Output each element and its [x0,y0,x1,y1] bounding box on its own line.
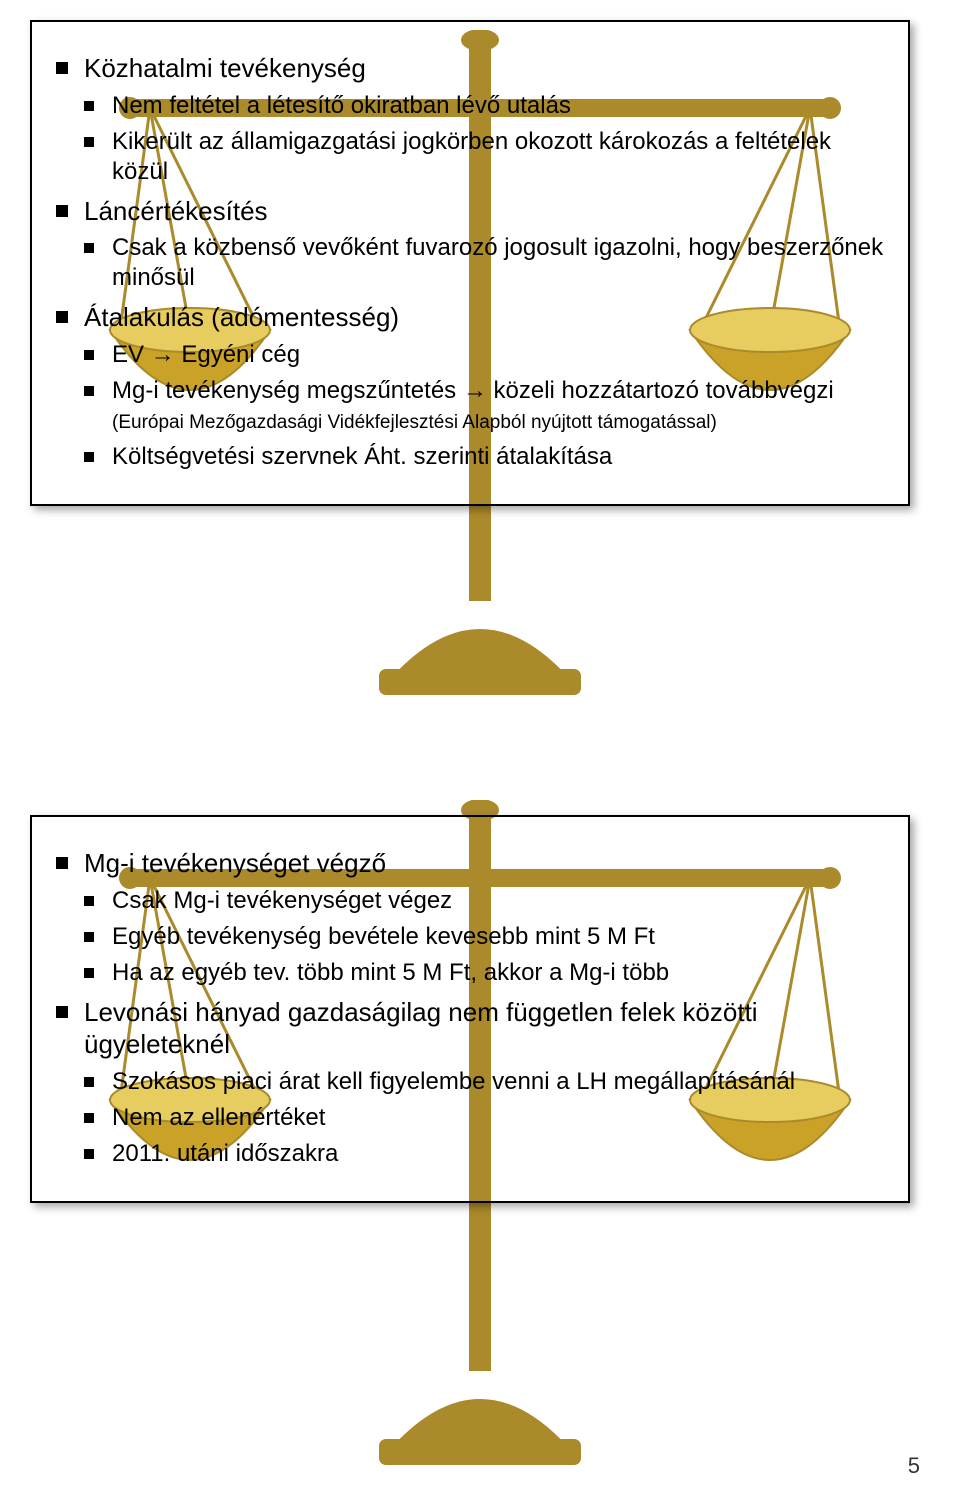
list-item: Egyéb tevékenység bevétele kevesebb mint… [84,922,884,952]
item-text: Láncértékesítés [84,196,268,226]
slide-card-2: Mg-i tevékenységet végző Csak Mg-i tevék… [30,815,910,1203]
list-item: Csak a közbenső vevőként fuvarozó jogosu… [84,233,884,293]
item-text: Nem az ellenértéket [112,1104,325,1131]
item-text: Átalakulás (adómentesség) [84,302,399,332]
item-text: Szokásos piaci árat kell figyelembe venn… [112,1068,795,1095]
item-text: Egyéb tevékenység bevétele kevesebb mint… [112,923,655,950]
item-text: Csak a közbenső vevőként fuvarozó jogosu… [112,234,883,291]
list-item: Mg-i tevékenységet végző Csak Mg-i tevék… [56,847,884,988]
list-item: Mg-i tevékenység megszűntetés → közeli h… [84,376,884,436]
list-item: Közhatalmi tevékenység Nem feltétel a lé… [56,52,884,187]
list-item: Levonási hányad gazdaságilag nem függetl… [56,996,884,1169]
item-text: Mg-i tevékenység megszűntetés → közeli h… [112,377,834,404]
page-number: 5 [908,1453,920,1479]
list-item: Átalakulás (adómentesség) EV → Egyéni cé… [56,301,884,472]
slide2-list: Mg-i tevékenységet végző Csak Mg-i tevék… [56,847,884,1169]
item-text: Csak Mg-i tevékenységet végez [112,887,452,914]
list-item: Ha az egyéb tev. több mint 5 M Ft, akkor… [84,958,884,988]
list-item: Nem feltétel a létesítő okiratban lévő u… [84,91,884,121]
item-text: Költségvetési szervnek Áht. szerinti áta… [112,443,612,470]
list-item: 2011. utáni időszakra [84,1139,884,1169]
list-item: Nem az ellenértéket [84,1103,884,1133]
page: Közhatalmi tevékenység Nem feltétel a lé… [0,0,960,1501]
list-item: Szokásos piaci árat kell figyelembe venn… [84,1067,884,1097]
item-text: Levonási hányad gazdaságilag nem függetl… [84,997,758,1060]
slide-card-1: Közhatalmi tevékenység Nem feltétel a lé… [30,20,910,506]
item-text: Mg-i tevékenységet végző [84,848,386,878]
list-item: Költségvetési szervnek Áht. szerinti áta… [84,442,884,472]
list-item: Láncértékesítés Csak a közbenső vevőként… [56,195,884,294]
list-item: Kikerült az államigazgatási jogkörben ok… [84,127,884,187]
item-text: 2011. utáni időszakra [112,1140,338,1167]
item-text: Nem feltétel a létesítő okiratban lévő u… [112,92,571,119]
item-text: Ha az egyéb tev. több mint 5 M Ft, akkor… [112,959,669,986]
item-text: EV → Egyéni cég [112,341,300,368]
item-parenthetical: (Európai Mezőgazdasági Vidékfejlesztési … [112,412,717,433]
slide1-list: Közhatalmi tevékenység Nem feltétel a lé… [56,52,884,472]
item-text: Kikerült az államigazgatási jogkörben ok… [112,128,831,185]
item-text: Közhatalmi tevékenység [84,53,366,83]
list-item: Csak Mg-i tevékenységet végez [84,886,884,916]
list-item: EV → Egyéni cég [84,340,884,370]
